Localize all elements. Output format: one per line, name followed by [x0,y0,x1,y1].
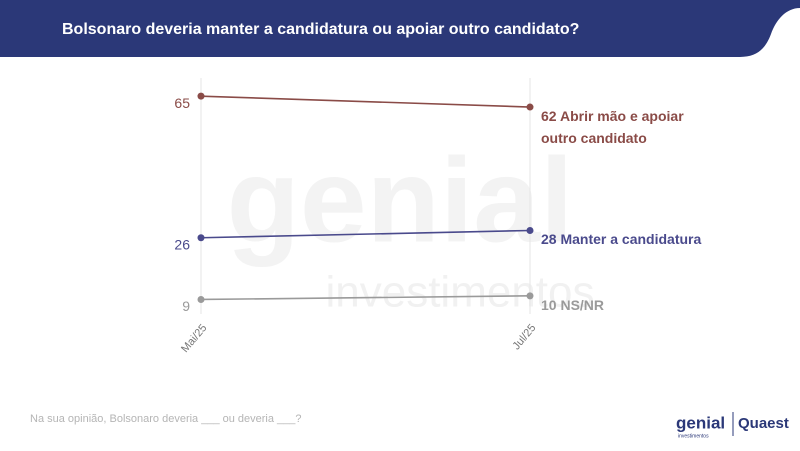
point [197,92,205,100]
point [526,226,534,234]
title: Bolsonaro deveria manter a candidatura o… [62,21,579,38]
logo-genial: genial [676,413,725,432]
point [526,103,534,111]
logo-quaest: Quaest [738,415,789,432]
end-label: 10 NS/NR [541,294,721,316]
end-label: 28 Manter a candidatura [541,228,721,250]
end-label: 62 Abrir mão e apoiar outro candidato [541,105,721,149]
legend-name: Manter a candidatura [560,231,702,248]
point [197,234,205,242]
legend-name: NS/NR [560,296,605,313]
series-line [200,295,531,301]
header-band [0,0,800,57]
watermark-sub: investimentos [325,268,594,317]
logo-genial-sub: investimentos [678,433,709,439]
start-label: 65 [174,95,190,111]
start-label: 9 [182,298,190,314]
watermark: genial [227,134,574,268]
x-tick-label: Jul/25 [510,322,538,352]
series-line [200,229,531,239]
start-label: 26 [174,236,190,252]
series-line [200,95,531,108]
x-tick-label: Mai/25 [179,322,209,355]
end-value: 62 [541,108,557,125]
end-value: 10 [541,296,557,313]
point [197,295,205,303]
point [526,292,534,300]
end-value: 28 [541,231,557,248]
footer-question: Na sua opinião, Bolsonaro deveria ___ ou… [30,413,302,425]
legend-name: Abrir mão e apoiar outro candidato [541,108,684,147]
